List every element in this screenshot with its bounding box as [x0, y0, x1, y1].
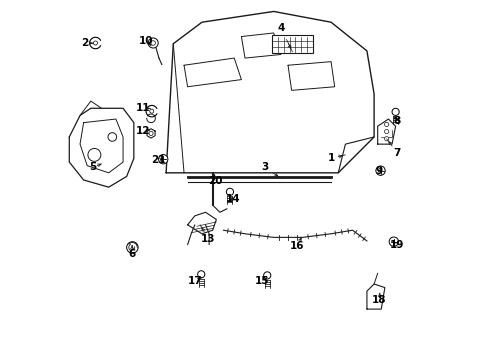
Circle shape	[226, 188, 234, 195]
Text: 12: 12	[136, 126, 150, 136]
Polygon shape	[378, 119, 395, 144]
Polygon shape	[166, 12, 374, 173]
Circle shape	[126, 242, 138, 253]
Polygon shape	[184, 58, 242, 87]
Circle shape	[197, 271, 205, 278]
Circle shape	[150, 109, 154, 113]
Text: 9: 9	[376, 166, 383, 176]
Circle shape	[148, 38, 158, 48]
Polygon shape	[188, 212, 216, 234]
Circle shape	[389, 237, 398, 246]
Circle shape	[88, 148, 101, 161]
Text: 13: 13	[201, 234, 216, 244]
Circle shape	[392, 108, 399, 116]
Text: 1: 1	[327, 153, 335, 163]
Bar	[272, 36, 313, 53]
Text: 21: 21	[151, 155, 166, 165]
Circle shape	[108, 133, 117, 141]
Circle shape	[159, 154, 168, 164]
Text: 3: 3	[261, 162, 269, 172]
Polygon shape	[242, 33, 281, 58]
Text: 15: 15	[255, 276, 270, 286]
Text: 16: 16	[290, 241, 304, 251]
Circle shape	[385, 136, 389, 141]
Text: 8: 8	[394, 116, 401, 126]
Text: 2: 2	[81, 38, 89, 48]
Circle shape	[149, 131, 153, 135]
Text: 18: 18	[372, 295, 387, 305]
Text: 19: 19	[390, 240, 404, 250]
Polygon shape	[69, 108, 134, 187]
Circle shape	[376, 166, 385, 175]
Circle shape	[94, 41, 98, 45]
Text: 17: 17	[188, 276, 203, 286]
Text: 10: 10	[139, 36, 154, 46]
Text: 7: 7	[394, 148, 401, 158]
Text: 14: 14	[226, 194, 241, 204]
Text: 20: 20	[208, 176, 223, 186]
Circle shape	[385, 130, 389, 134]
Text: 5: 5	[89, 162, 97, 172]
Text: 4: 4	[277, 23, 285, 33]
Polygon shape	[147, 129, 155, 138]
Polygon shape	[288, 62, 335, 90]
Circle shape	[385, 122, 389, 127]
Circle shape	[151, 41, 155, 45]
Text: 11: 11	[136, 103, 150, 113]
Circle shape	[264, 272, 271, 279]
Text: 6: 6	[128, 248, 136, 258]
Polygon shape	[367, 284, 385, 309]
